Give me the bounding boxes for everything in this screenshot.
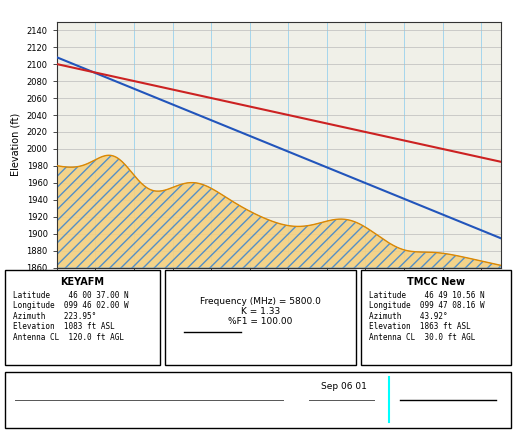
FancyBboxPatch shape [361,270,511,365]
Text: Latitude    46 49 10.56 N
Longitude  099 47 08.16 W
Azimuth    43.92°
Elevation : Latitude 46 49 10.56 N Longitude 099 47 … [368,291,485,342]
Text: Sep 06 01: Sep 06 01 [321,381,367,391]
Text: Latitude    46 00 37.00 N
Longitude  099 46 02.00 W
Azimuth    223.95°
Elevation: Latitude 46 00 37.00 N Longitude 099 46 … [13,291,128,342]
Text: TMCC New: TMCC New [407,276,465,287]
FancyBboxPatch shape [5,270,160,365]
FancyBboxPatch shape [5,372,511,428]
Text: KEYAFM: KEYAFM [60,276,105,287]
X-axis label: Path Length (2.30 mi): Path Length (2.30 mi) [225,292,332,302]
Y-axis label: Elevation (ft): Elevation (ft) [11,113,21,176]
FancyBboxPatch shape [165,270,356,365]
Text: Frequency (MHz) = 5800.0
K = 1.33
%F1 = 100.00: Frequency (MHz) = 5800.0 K = 1.33 %F1 = … [200,297,321,327]
